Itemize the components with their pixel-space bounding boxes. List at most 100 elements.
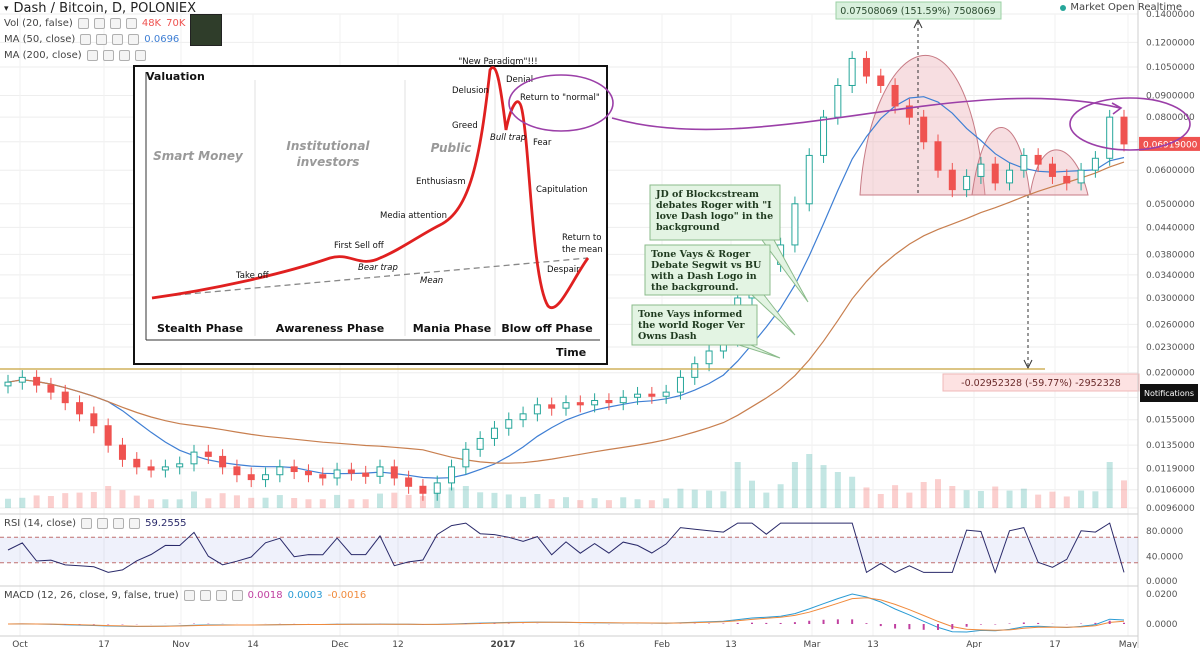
callout-roger-text: Tone Vays informed the world Roger Ver Own… <box>638 309 745 342</box>
head-and-shoulders-pattern: 0.07508069 (151.59%) 7508069 -0.02952328 … <box>835 1 1140 392</box>
candle-body <box>462 448 470 468</box>
volume-bar <box>505 494 512 508</box>
candle-body <box>419 485 427 494</box>
macd-panel: 0.0200 0.0000 <box>0 585 1178 633</box>
close-icon[interactable] <box>118 50 130 61</box>
y-tick-label: 0.0200000 <box>1146 369 1195 379</box>
more-icon[interactable] <box>129 518 141 529</box>
inset-label-new-paradigm: "New Paradigm"!!! <box>458 57 537 67</box>
close-icon[interactable] <box>215 590 227 601</box>
candle-body <box>1063 175 1071 184</box>
indicator-vol[interactable]: Vol (20, false) 48K 70K <box>4 18 185 29</box>
candle-body <box>562 402 570 409</box>
eye-icon[interactable] <box>183 590 195 601</box>
volume-bar <box>577 500 584 508</box>
candle-body <box>691 363 699 378</box>
volume-bar <box>820 465 827 508</box>
volume-bar <box>1078 490 1085 508</box>
rsi-panel: 80.0000 40.0000 0.0000 <box>0 513 1183 587</box>
y-tick-label: 0.1200000 <box>1146 38 1195 48</box>
callout-jd-text: JD of Blockcstream debates Roger with "I l… <box>655 189 773 233</box>
candle-body <box>190 451 198 465</box>
settings-icon[interactable] <box>96 34 108 45</box>
inset-label-return-to: Return to <box>562 233 601 243</box>
y-tick-label: 0.0380000 <box>1146 250 1195 260</box>
y-tick-label: 0.0260000 <box>1146 320 1195 330</box>
close-icon[interactable] <box>109 18 121 29</box>
indicator-rsi[interactable]: RSI (14, close) 59.2555 <box>4 518 186 529</box>
more-icon[interactable] <box>128 34 140 45</box>
candle-body <box>104 425 112 446</box>
volume-bar <box>720 491 727 508</box>
macd-value-3: -0.0016 <box>327 590 367 601</box>
more-icon[interactable] <box>125 18 137 29</box>
settings-icon[interactable] <box>97 518 109 529</box>
volume-bar <box>706 490 713 508</box>
callout-debate-text: Tone Vays & Roger Debate Segwit vs BU with… <box>650 249 762 293</box>
settings-icon[interactable] <box>102 50 114 61</box>
eye-icon[interactable] <box>81 518 93 529</box>
volume-bar <box>1106 462 1113 508</box>
avatar <box>190 14 222 46</box>
volume-bar <box>906 492 913 508</box>
candle-body <box>948 169 956 191</box>
collapse-icon[interactable]: ▾ <box>4 3 9 14</box>
rsi-band <box>0 537 1138 563</box>
inset-label-the-mean: the mean <box>562 245 603 255</box>
rsi-tick: 40.0000 <box>1146 552 1183 562</box>
notifications-button[interactable]: Notifications <box>1140 384 1198 402</box>
candle-body <box>920 116 928 143</box>
x-tick-label: 12 <box>392 640 403 648</box>
volume-bar <box>76 492 83 508</box>
ma50-label: MA (50, close) <box>4 34 76 45</box>
indicator-macd[interactable]: MACD (12, 26, close, 9, false, true) 0.0… <box>4 590 366 601</box>
candle-body <box>820 116 828 156</box>
candle-body <box>448 466 456 484</box>
price-axis: 0.1400000 0.1200000 0.1050000 0.0900000 0.08… <box>1137 0 1200 648</box>
close-icon[interactable] <box>112 34 124 45</box>
inset-label-media-attention: Media attention <box>380 211 447 221</box>
candle-body <box>1020 154 1028 171</box>
candle-body <box>276 466 284 476</box>
volume-bar <box>1049 491 1056 508</box>
candle-body <box>977 163 985 177</box>
inset-label-return-normal: Return to "normal" <box>520 93 600 103</box>
market-status-text: Market Open Realtime <box>1070 2 1182 13</box>
eye-icon[interactable] <box>86 50 98 61</box>
callout-tone-vays-debate-pointer <box>751 294 796 336</box>
y-tick-label: 0.0155000 <box>1146 416 1195 426</box>
volume-bar <box>791 462 798 508</box>
volume-bar <box>534 494 541 508</box>
volume-bar <box>620 497 627 508</box>
candle-body <box>848 57 856 86</box>
inset-y-label: Valuation <box>146 70 205 83</box>
volume-bar <box>806 454 813 508</box>
y-tick-label: 0.0300000 <box>1146 294 1195 304</box>
indicator-ma50[interactable]: MA (50, close) 0.0696 <box>4 34 179 45</box>
eye-icon[interactable] <box>80 34 92 45</box>
volume-bar <box>377 493 383 508</box>
inset-mean-line <box>154 257 589 298</box>
more-icon[interactable] <box>134 50 146 61</box>
x-tick-label: 14 <box>247 640 259 648</box>
candle-body <box>834 84 842 118</box>
settings-icon[interactable] <box>199 590 211 601</box>
settings-icon[interactable] <box>93 18 105 29</box>
volume-bar <box>591 498 598 508</box>
inset-header-investors: investors <box>297 155 360 169</box>
close-icon[interactable] <box>113 518 125 529</box>
y-tick-label: 0.0900000 <box>1146 91 1195 101</box>
volume-bar <box>391 492 398 508</box>
eye-icon[interactable] <box>77 18 89 29</box>
indicator-ma200[interactable]: MA (200, close) <box>4 50 146 61</box>
y-tick-label: 0.0600000 <box>1146 166 1195 176</box>
more-icon[interactable] <box>231 590 243 601</box>
x-tick-label: May <box>1119 640 1138 648</box>
candle-body <box>333 469 341 479</box>
y-tick-label: 0.0800000 <box>1146 113 1195 123</box>
volume-bar <box>663 498 670 508</box>
vol-value-2: 70K <box>166 18 186 29</box>
candle-body <box>891 84 899 107</box>
volume-bar <box>477 492 484 508</box>
